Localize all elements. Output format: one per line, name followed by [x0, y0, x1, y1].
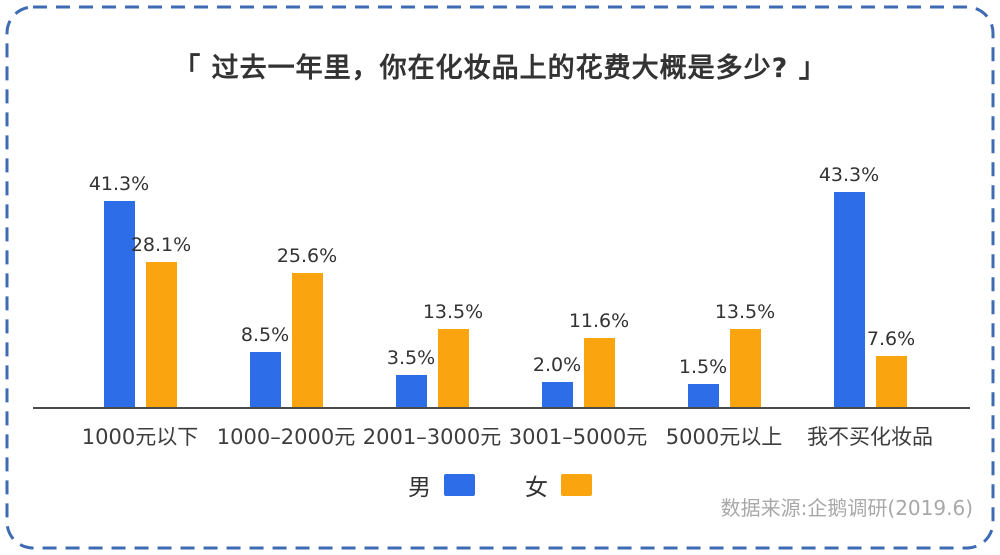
female-bar-value-label: 11.6% — [568, 310, 630, 332]
bar-pair: 2.0% 11.6% — [533, 310, 629, 407]
bar-group: 3.5% 13.5% 2001–3000元 — [363, 150, 501, 449]
legend-swatch-female — [561, 474, 592, 496]
male-bar-wrap: 2.0% — [533, 354, 581, 407]
male-bar-value-label: 41.3% — [88, 173, 150, 195]
bar-group: 1.5% 13.5% 5000元以上 — [664, 150, 784, 449]
bar-group: 8.5% 25.6% 1000–2000元 — [217, 150, 355, 449]
male-bar — [249, 352, 281, 407]
female-bar-wrap: 25.6% — [277, 245, 337, 407]
male-bar-wrap: 8.5% — [241, 324, 289, 407]
male-bar-value-label: 1.5% — [678, 356, 728, 378]
female-bar-value-label: 25.6% — [276, 245, 338, 267]
female-bar — [875, 356, 907, 407]
bar-pair: 8.5% 25.6% — [241, 245, 337, 407]
male-bar-value-label: 3.5% — [386, 347, 436, 369]
legend: 男 女 — [0, 468, 1000, 502]
female-bar — [583, 338, 615, 407]
female-bar — [145, 262, 177, 407]
female-bar — [291, 273, 323, 407]
bar-pair: 43.3% 7.6% — [819, 164, 915, 407]
category-label: 我不买化妆品 — [807, 425, 933, 449]
male-bar-wrap: 41.3% — [89, 173, 149, 407]
legend-label-male: 男 — [408, 475, 431, 501]
category-label: 5000元以上 — [665, 425, 783, 449]
male-bar — [687, 384, 719, 407]
category-label: 3001–5000元 — [508, 425, 648, 449]
male-bar-value-label: 43.3% — [818, 164, 880, 186]
x-axis-line — [33, 407, 970, 409]
female-bar — [729, 329, 761, 407]
category-label: 1000–2000元 — [216, 425, 356, 449]
male-bar — [541, 382, 573, 407]
female-bar-value-label: 7.6% — [866, 328, 916, 350]
female-bar — [437, 329, 469, 407]
male-bar-value-label: 2.0% — [532, 354, 582, 376]
bar-groups-container: 41.3% 28.1% 1000元以下 8.5% 25.6% 1000–2000… — [80, 150, 933, 449]
bar-pair: 3.5% 13.5% — [387, 301, 483, 407]
bar-pair: 1.5% 13.5% — [679, 301, 775, 407]
female-bar-value-label: 13.5% — [422, 301, 484, 323]
female-bar-value-label: 13.5% — [714, 301, 776, 323]
data-source-note: 数据来源:企鹅调研(2019.6) — [720, 496, 973, 520]
male-bar-wrap: 3.5% — [387, 347, 435, 407]
male-bar — [103, 201, 135, 407]
male-bar-wrap: 1.5% — [679, 356, 727, 407]
bar-group: 41.3% 28.1% 1000元以下 — [80, 150, 200, 449]
male-bar — [833, 192, 865, 407]
legend-swatch-male — [444, 474, 475, 496]
bar-pair: 41.3% 28.1% — [89, 173, 191, 407]
female-bar-wrap: 28.1% — [131, 234, 191, 407]
plot-area: 41.3% 28.1% 1000元以下 8.5% 25.6% 1000–2000… — [33, 150, 970, 449]
bar-group: 43.3% 7.6% 我不买化妆品 — [807, 150, 933, 449]
male-bar-value-label: 8.5% — [240, 324, 290, 346]
male-bar-wrap: 43.3% — [819, 164, 879, 407]
legend-item-male: 男 — [408, 468, 475, 502]
female-bar-wrap: 11.6% — [569, 310, 629, 407]
category-label: 2001–3000元 — [362, 425, 502, 449]
female-bar-wrap: 13.5% — [715, 301, 775, 407]
legend-item-female: 女 — [525, 468, 592, 502]
female-bar-wrap: 13.5% — [423, 301, 483, 407]
female-bar-value-label: 28.1% — [130, 234, 192, 256]
chart-title: 「 过去一年里，你在化妆品上的花费大概是多少? 」 — [173, 53, 827, 84]
female-bar-wrap: 7.6% — [867, 328, 915, 407]
male-bar — [395, 375, 427, 407]
legend-label-female: 女 — [525, 475, 548, 501]
bar-group: 2.0% 11.6% 3001–5000元 — [509, 150, 647, 449]
category-label: 1000元以下 — [81, 425, 199, 449]
